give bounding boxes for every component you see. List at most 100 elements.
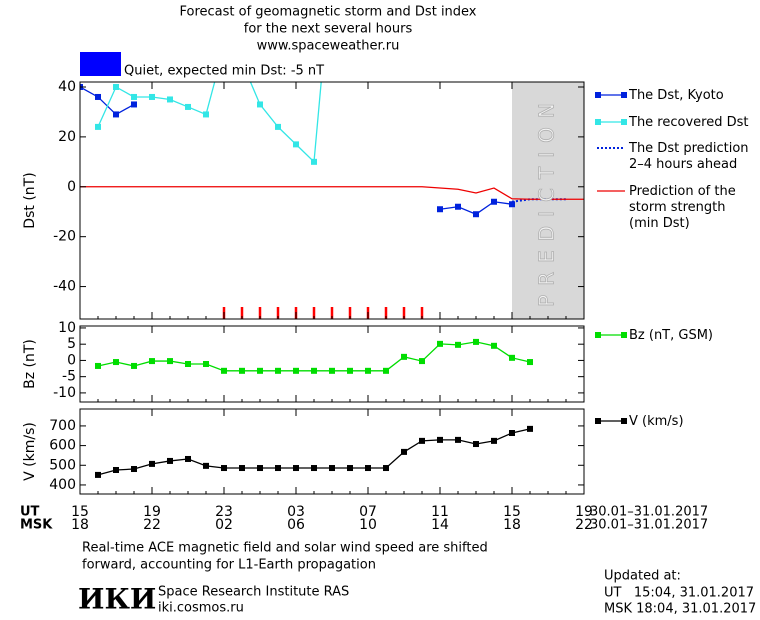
series-marker xyxy=(95,471,101,478)
series-marker xyxy=(419,358,425,365)
series-marker xyxy=(203,111,209,118)
series-marker xyxy=(347,367,353,374)
updated-title: Updated at: xyxy=(604,569,681,584)
series-marker xyxy=(491,437,497,444)
y-tick-label: 40 xyxy=(58,79,76,95)
series-marker xyxy=(293,141,299,148)
legend-line-text: The Dst, Kyoto xyxy=(628,88,724,103)
date-range: 30.01–31.01.2017 xyxy=(590,505,708,520)
series-marker xyxy=(401,448,407,455)
series-marker xyxy=(437,436,443,443)
series-marker xyxy=(329,367,335,374)
series-marker xyxy=(113,111,119,118)
series-marker xyxy=(311,158,317,165)
series-marker xyxy=(275,465,281,472)
series-marker xyxy=(329,465,335,472)
updated-ut: UT 15:04, 31.01.2017 xyxy=(604,586,754,601)
x-tick-label: 15 xyxy=(71,504,89,520)
legend-line-text: The recovered Dst xyxy=(628,115,748,130)
plot-area xyxy=(95,338,533,374)
plot-frame xyxy=(79,408,585,495)
series-marker xyxy=(167,96,173,103)
series-marker xyxy=(257,367,263,374)
series-marker xyxy=(185,361,191,367)
series-marker xyxy=(239,465,245,472)
y-tick-label: 700 xyxy=(49,418,76,434)
series-marker xyxy=(455,436,461,443)
series-marker xyxy=(185,455,191,462)
title-line: Forecast of geomagnetic storm and Dst in… xyxy=(179,5,476,20)
series-marker xyxy=(347,465,353,472)
series-marker xyxy=(113,83,119,90)
legend-marker xyxy=(595,332,601,338)
y-tick-label: 0 xyxy=(67,179,76,195)
x-tick-label-msk: 22 xyxy=(575,517,593,533)
series-marker xyxy=(455,203,461,210)
msk-name: MSK xyxy=(20,518,53,533)
series-marker xyxy=(221,367,227,374)
x-tick-label: 07 xyxy=(359,504,377,520)
x-tick-label-msk: 14 xyxy=(431,517,449,533)
y-tick-label: -10 xyxy=(53,385,76,401)
logo: ИКИ xyxy=(78,583,156,616)
series-marker xyxy=(293,465,299,472)
series-marker xyxy=(383,465,389,472)
series-marker xyxy=(383,367,389,374)
y-tick-label: 20 xyxy=(58,129,76,145)
series-marker xyxy=(401,353,407,360)
updated-msk: MSK 18:04, 31.01.2017 xyxy=(604,602,756,617)
series-marker xyxy=(221,44,227,50)
series-marker xyxy=(473,441,479,448)
legend-line-text: V (km/s) xyxy=(629,414,684,429)
y-tick-label: 0 xyxy=(67,352,76,368)
legend-line-text: Prediction of the xyxy=(629,184,736,199)
series-marker xyxy=(527,425,533,432)
series-marker xyxy=(527,359,533,366)
series-marker xyxy=(491,198,497,205)
institute: Space Research Institute RAS xyxy=(158,585,349,600)
legend-marker xyxy=(621,92,627,98)
y-tick-label: -20 xyxy=(53,229,76,245)
legend-label: Prediction of the storm strength (min Dst) xyxy=(629,184,736,231)
series-marker xyxy=(365,465,371,472)
prediction-label: PREDICTION xyxy=(535,94,559,307)
series-marker xyxy=(131,93,137,100)
legend-label: The recovered Dst xyxy=(628,115,748,130)
series-marker xyxy=(257,465,263,472)
y-tick-label: 5 xyxy=(67,336,76,352)
series-marker xyxy=(311,465,317,472)
series-marker xyxy=(131,362,137,369)
y-tick-label: 500 xyxy=(49,457,76,473)
legend-marker xyxy=(595,119,601,125)
legend-label: V (km/s) xyxy=(629,414,684,429)
x-tick-label-msk: 10 xyxy=(359,517,377,533)
series-marker xyxy=(473,338,479,345)
legend-line-text: The Dst prediction xyxy=(628,141,749,156)
legend-marker xyxy=(621,332,627,338)
note-line: forward, accounting for L1-Earth propaga… xyxy=(82,558,376,573)
plot-frame xyxy=(79,325,585,403)
note-line: Real-time ACE magnetic field and solar w… xyxy=(82,541,488,556)
plot-frame xyxy=(79,81,585,320)
series-marker xyxy=(239,367,245,374)
series-marker xyxy=(131,466,137,473)
y-tick-label: 10 xyxy=(58,320,76,336)
series-marker xyxy=(149,93,155,100)
date-range: 30.01–31.01.2017 xyxy=(590,518,708,533)
y-tick-label: -5 xyxy=(62,369,76,385)
legend-line-text: (min Dst) xyxy=(629,216,690,231)
series-marker xyxy=(509,354,515,361)
x-tick-label-msk: 06 xyxy=(287,517,305,533)
x-tick-label-msk: 02 xyxy=(215,517,233,533)
x-tick-label: 19 xyxy=(575,504,593,520)
ut-name: UT xyxy=(20,505,40,520)
series-line xyxy=(97,341,531,372)
series-marker xyxy=(275,123,281,130)
series-marker xyxy=(275,367,281,374)
status-swatch xyxy=(80,52,121,76)
series-marker xyxy=(257,101,263,108)
series-marker xyxy=(185,103,191,110)
series-marker xyxy=(113,359,119,366)
y-axis-label: Dst (nT) xyxy=(22,172,38,228)
